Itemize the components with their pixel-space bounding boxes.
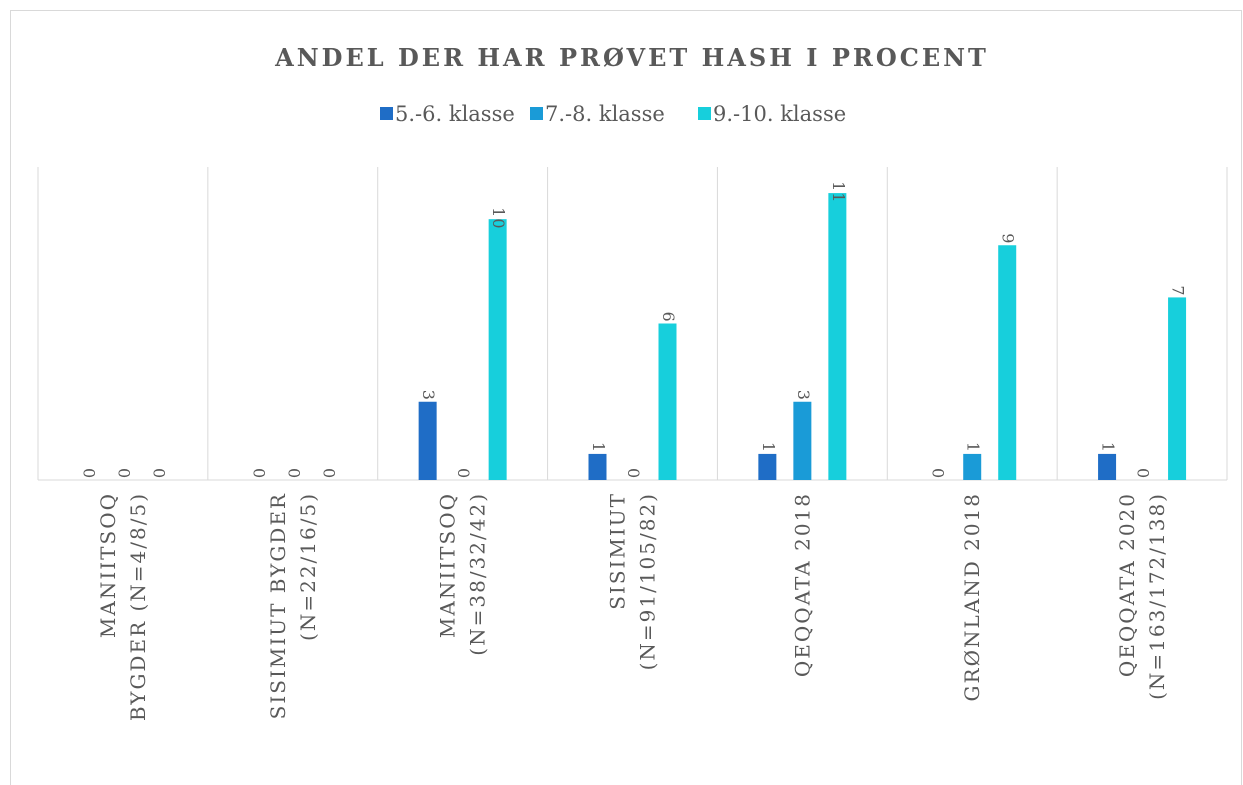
value-label: 1 — [759, 442, 778, 453]
legend-swatch — [380, 107, 393, 120]
legend-label: 9.-10. klasse — [713, 102, 846, 126]
bar — [998, 245, 1017, 480]
bar — [418, 401, 437, 480]
bar — [828, 193, 847, 481]
legend-swatch — [698, 107, 711, 120]
value-label: 9 — [999, 233, 1018, 244]
legend-label: 7.-8. klasse — [545, 102, 665, 126]
bar — [793, 401, 812, 480]
x-tick-label: MANIITSOQ (N=38/32/42) — [436, 492, 490, 656]
legend-swatch — [530, 107, 543, 120]
bar — [658, 323, 677, 480]
value-label: 3 — [419, 390, 438, 401]
value-label: 1 — [1099, 442, 1118, 453]
value-label: 0 — [1134, 468, 1153, 479]
value-label: 7 — [1169, 285, 1188, 296]
value-label: 3 — [794, 390, 813, 401]
value-label: 0 — [624, 468, 643, 479]
value-label: 0 — [149, 468, 168, 479]
bar — [488, 219, 507, 480]
bar — [963, 453, 982, 480]
x-tick-label: QEQQATA 2018 — [790, 492, 814, 677]
value-label: 11 — [829, 181, 848, 203]
value-label: 6 — [659, 312, 678, 323]
bar — [588, 453, 607, 480]
value-label: 1 — [589, 442, 608, 453]
value-label: 0 — [319, 468, 338, 479]
x-tick-label: GRØNLAND 2018 — [960, 492, 984, 701]
x-tick-label: SISIMIUT BYGDER (N=22/16/5) — [266, 492, 320, 719]
value-label: 10 — [489, 207, 508, 229]
bar — [1098, 453, 1117, 480]
x-tick-label: QEQQATA 2020 (N=163/172/138) — [1115, 492, 1169, 700]
bar — [1168, 297, 1187, 480]
chart-title: ANDEL DER HAR PRØVET HASH I PROCENT — [274, 43, 989, 72]
legend-label: 5.-6. klasse — [395, 102, 515, 126]
value-label: 0 — [249, 468, 268, 479]
x-tick-label: SISIMIUT (N=91/105/82) — [606, 492, 660, 670]
value-label: 1 — [964, 442, 983, 453]
bar — [758, 453, 777, 480]
x-tick-label: MANIITSOQ BYGDER (N=4/8/5) — [96, 492, 150, 721]
value-label: 0 — [929, 468, 948, 479]
value-label: 0 — [454, 468, 473, 479]
chart-border — [10, 10, 1242, 785]
value-label: 0 — [79, 468, 98, 479]
value-label: 0 — [114, 468, 133, 479]
value-label: 0 — [284, 468, 303, 479]
